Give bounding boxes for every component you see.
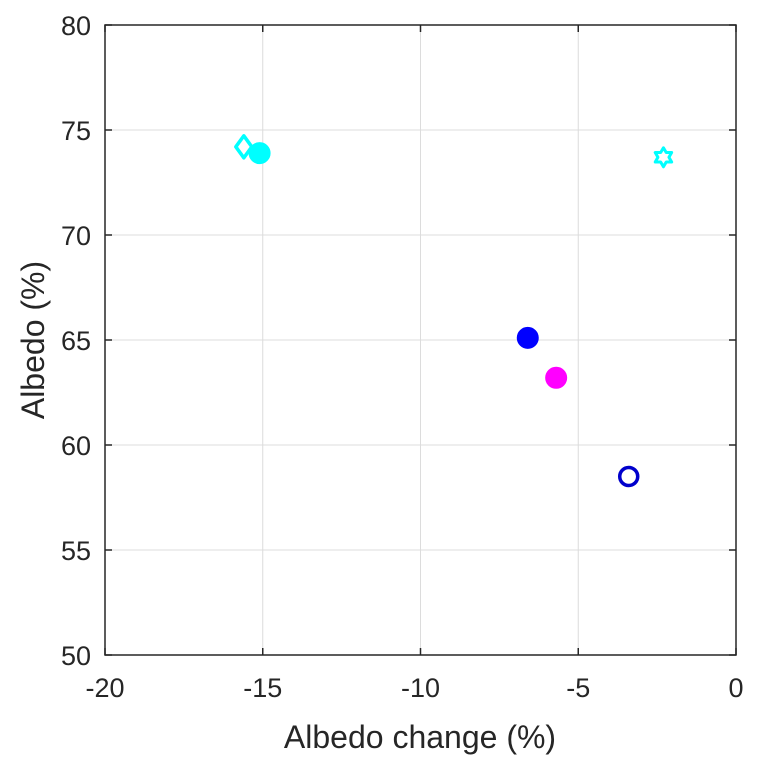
- x-tick-label: -10: [401, 673, 440, 703]
- y-tick-label: 50: [61, 641, 91, 671]
- data-point-6-circle: [617, 465, 640, 488]
- y-tick-label: 60: [61, 431, 91, 461]
- data-point-1-diamond: [234, 134, 254, 160]
- y-tick-label: 70: [61, 221, 91, 251]
- y-tick-label: 80: [61, 11, 91, 41]
- data-points: [234, 134, 674, 488]
- y-tick-label: 55: [61, 536, 91, 566]
- data-point-5-circle: [545, 366, 568, 389]
- x-tick-label: -20: [85, 673, 124, 703]
- data-point-4-circle: [516, 326, 539, 349]
- y-tick-label: 65: [61, 326, 91, 356]
- x-tick-label: -5: [566, 673, 590, 703]
- x-axis-title: Albedo change (%): [284, 719, 556, 755]
- y-tick-label: 75: [61, 116, 91, 146]
- ticks: [104, 24, 737, 656]
- grid: [104, 24, 737, 656]
- data-point-2-circle: [248, 142, 271, 165]
- y-tick-labels: 50 55 60 65 70 75 80: [61, 11, 91, 671]
- data-point-3-hexagram: [653, 146, 674, 169]
- x-tick-label: -15: [243, 673, 282, 703]
- x-tick-labels: -20 -15 -10 -5 0: [85, 673, 743, 703]
- x-tick-label: 0: [728, 673, 743, 703]
- y-axis-title: Albedo (%): [15, 261, 51, 419]
